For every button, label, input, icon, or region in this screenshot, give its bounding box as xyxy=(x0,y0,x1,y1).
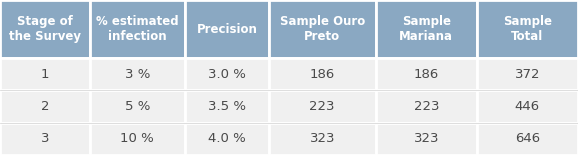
Text: 446: 446 xyxy=(515,100,540,113)
Text: 223: 223 xyxy=(413,100,439,113)
Text: Precision: Precision xyxy=(197,23,257,35)
Text: 223: 223 xyxy=(309,100,335,113)
Text: 4.0 %: 4.0 % xyxy=(208,132,246,145)
Text: 646: 646 xyxy=(515,132,540,145)
Text: 3 %: 3 % xyxy=(125,68,150,81)
Bar xyxy=(376,0,477,58)
Bar xyxy=(185,58,269,90)
Bar xyxy=(90,90,185,123)
Bar xyxy=(269,0,376,58)
Bar xyxy=(269,123,376,155)
Text: 3.5 %: 3.5 % xyxy=(208,100,246,113)
Text: 3: 3 xyxy=(40,132,49,145)
Text: 3.0 %: 3.0 % xyxy=(208,68,246,81)
Bar xyxy=(0,123,90,155)
Bar xyxy=(90,58,185,90)
Bar xyxy=(0,58,90,90)
Text: 323: 323 xyxy=(413,132,439,145)
Text: 5 %: 5 % xyxy=(125,100,150,113)
Bar xyxy=(269,58,376,90)
Bar xyxy=(376,58,477,90)
Text: 1: 1 xyxy=(40,68,49,81)
Text: Sample
Mariana: Sample Mariana xyxy=(399,15,453,43)
Bar xyxy=(376,123,477,155)
Bar xyxy=(477,90,578,123)
Text: 372: 372 xyxy=(514,68,540,81)
Text: 10 %: 10 % xyxy=(120,132,154,145)
Text: 186: 186 xyxy=(414,68,439,81)
Bar xyxy=(185,90,269,123)
Bar xyxy=(185,0,269,58)
Text: % estimated
infection: % estimated infection xyxy=(96,15,179,43)
Bar xyxy=(90,0,185,58)
Text: 323: 323 xyxy=(309,132,335,145)
Text: 2: 2 xyxy=(40,100,49,113)
Bar xyxy=(269,90,376,123)
Bar xyxy=(477,0,578,58)
Text: Sample
Total: Sample Total xyxy=(503,15,552,43)
Bar xyxy=(477,58,578,90)
Bar xyxy=(376,90,477,123)
Bar xyxy=(90,123,185,155)
Bar xyxy=(477,123,578,155)
Bar xyxy=(0,0,90,58)
Bar xyxy=(185,123,269,155)
Text: Sample Ouro
Preto: Sample Ouro Preto xyxy=(280,15,365,43)
Text: Stage of
the Survey: Stage of the Survey xyxy=(9,15,81,43)
Bar xyxy=(0,90,90,123)
Text: 186: 186 xyxy=(310,68,335,81)
